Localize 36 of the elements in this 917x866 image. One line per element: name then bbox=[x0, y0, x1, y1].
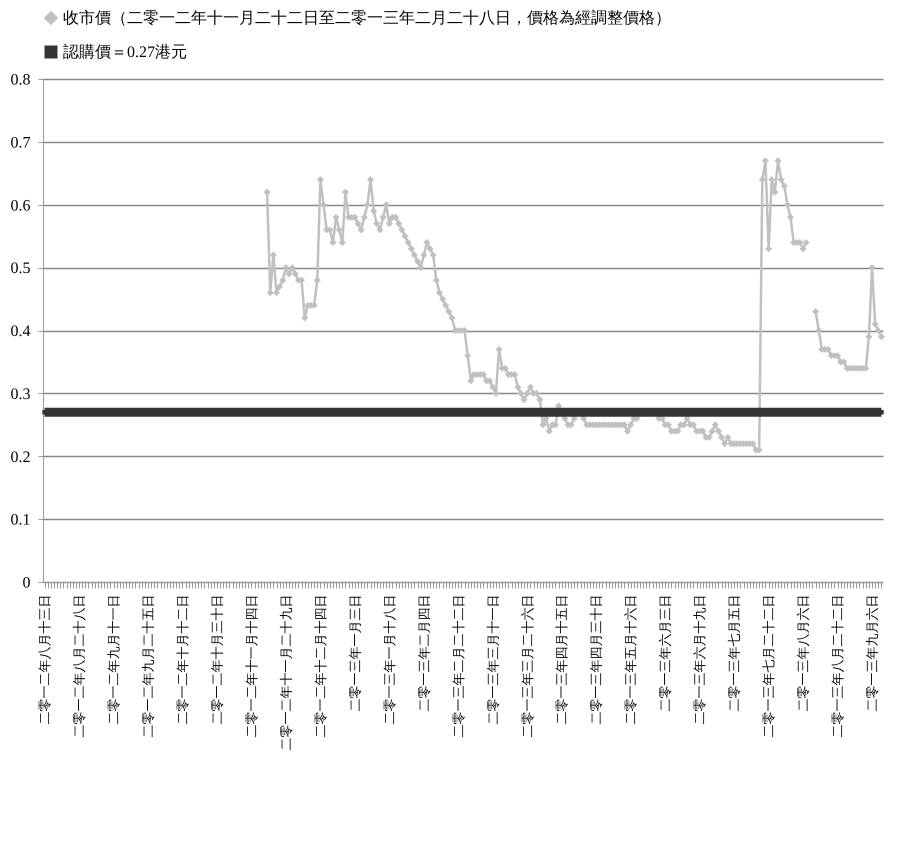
x-tick-label: 二零一三年一月十八日 bbox=[382, 594, 397, 724]
x-tick-label: 二零一三年五月十六日 bbox=[623, 594, 638, 724]
y-tick-label: 0.4 bbox=[10, 323, 30, 340]
x-tick-label: 二零一三年六月十九日 bbox=[692, 594, 708, 724]
y-tick-label: 0.3 bbox=[10, 386, 30, 403]
x-tick-label: 二零一二年八月二十八日 bbox=[72, 594, 87, 738]
x-tick-label: 二零一三年七月二十二日 bbox=[761, 594, 776, 738]
x-tick-label: 二零一三年二月二十二日 bbox=[450, 594, 466, 738]
x-tick-label: 二零一三年八月六日 bbox=[796, 594, 811, 712]
x-tick-label: 二零一三年三月十一日 bbox=[485, 594, 500, 724]
legend-label: 收市價（二零一二年十一月二十二日至二零一三年二月二十八日，價格為經調整價格） bbox=[63, 9, 671, 27]
x-tick-label: 二零一二年十一月十四日 bbox=[244, 594, 259, 738]
x-tick-label: 二零一二年十月三十日 bbox=[209, 594, 224, 724]
x-tick-label: 二零一二年十二月十四日 bbox=[312, 594, 328, 738]
y-tick-label: 0.6 bbox=[10, 197, 30, 214]
x-tick-label: 二零一三年四月十五日 bbox=[554, 594, 570, 724]
y-tick-label: 0.1 bbox=[10, 512, 30, 529]
x-tick-label: 二零一二年九月十一日 bbox=[106, 594, 122, 724]
x-tick-label: 二零一三年九月六日 bbox=[864, 594, 880, 712]
y-tick-label: 0.5 bbox=[10, 260, 30, 278]
x-tick-label: 二零一三年八月二十二日 bbox=[830, 594, 846, 738]
y-tick-label: 0 bbox=[22, 574, 30, 592]
x-tick-label: 二零一三年三月二十六日 bbox=[520, 594, 535, 738]
x-tick-label: 二零一二年十月十二日 bbox=[174, 594, 190, 724]
x-tick-label: 二零一三年二月四日 bbox=[416, 594, 432, 712]
x-tick-label: 二零一二年九月二十五日 bbox=[140, 594, 156, 738]
y-tick-label: 0.8 bbox=[10, 72, 30, 88]
x-tick-label: 二零一三年一月三日 bbox=[347, 594, 362, 712]
x-tick-label: 二零一二年八月十三日 bbox=[37, 594, 52, 724]
x-tick-label: 二零一二年十一月二十九日 bbox=[278, 594, 294, 750]
x-tick-label: 二零一三年七月五日 bbox=[726, 594, 742, 712]
legend-label: 認購價＝0.27港元 bbox=[63, 43, 187, 61]
x-tick-label: 二零一三年四月三十日 bbox=[588, 594, 604, 724]
y-tick-label: 0.7 bbox=[10, 134, 30, 152]
y-tick-label: 0.2 bbox=[10, 448, 30, 466]
x-tick-label: 二零一三年六月三日 bbox=[658, 594, 673, 712]
